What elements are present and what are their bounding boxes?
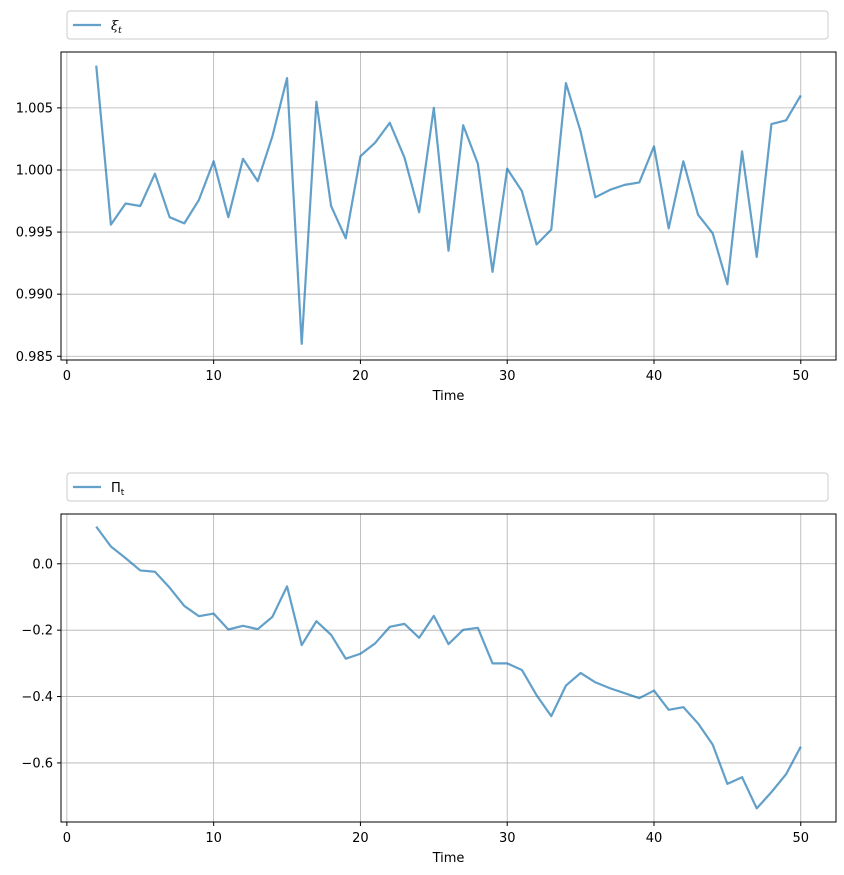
x-tick-label: 10	[205, 369, 222, 384]
series-line	[95, 65, 802, 345]
x-tick-label: 50	[792, 369, 809, 384]
x-tick-label: 50	[792, 831, 809, 846]
x-tick-label: 30	[499, 369, 516, 384]
series-line	[95, 525, 802, 810]
y-tick-label: 1.000	[16, 163, 53, 178]
legend-label: ξt	[111, 19, 122, 36]
y-tick-label: 0.985	[16, 350, 53, 365]
x-axis-title: Time	[432, 851, 465, 866]
y-tick-label: −0.2	[21, 624, 53, 639]
x-tick-label: 40	[646, 831, 663, 846]
subplot-2: 0 10 20 30 40 50 0.0 −0.2 −0.4 −0.6 Time Πt	[21, 472, 837, 866]
x-tick-label: 40	[646, 369, 663, 384]
x-axis-title: Time	[432, 389, 465, 404]
y-tick-label: 0.995	[16, 226, 53, 241]
x-tick-label: 20	[352, 369, 369, 384]
x-tick-label: 30	[499, 831, 516, 846]
y-tick-label: −0.6	[21, 756, 53, 771]
legend: Πt	[66, 472, 829, 502]
y-tick-label: −0.4	[21, 690, 53, 705]
plot-frame	[60, 513, 837, 823]
x-tick-label: 10	[205, 831, 222, 846]
subplot-1: 0 10 20 30 40 50 0.985 0.990 0.995 1.000 1.005 Time…	[16, 10, 837, 404]
y-tick-label: 1.005	[16, 101, 53, 116]
plot-frame	[60, 51, 837, 361]
legend-box	[66, 10, 829, 40]
x-tick-label: 0	[63, 369, 71, 384]
x-tick-label: 20	[352, 831, 369, 846]
legend-box	[66, 472, 829, 502]
x-tick-label: 0	[63, 831, 71, 846]
legend-label: Πt	[111, 481, 125, 498]
legend: ξt	[66, 10, 829, 40]
y-tick-label: 0.0	[32, 557, 53, 572]
y-tick-label: 0.990	[16, 288, 53, 303]
